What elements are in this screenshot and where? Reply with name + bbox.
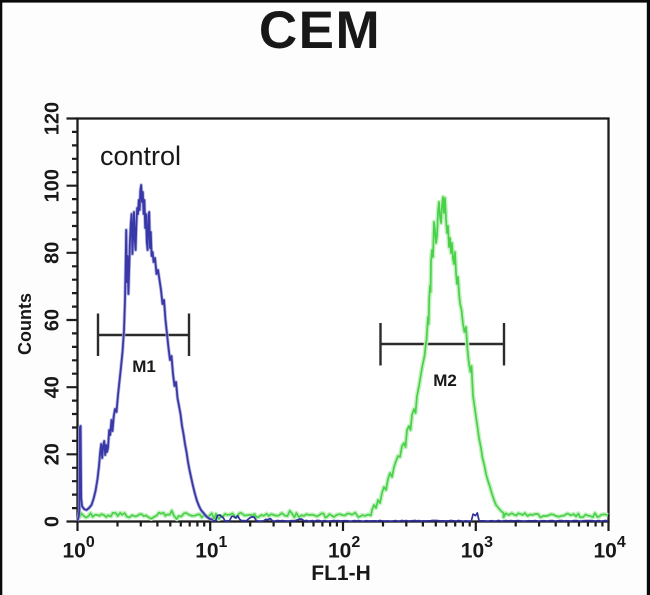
- svg-text:M2: M2: [433, 371, 457, 390]
- svg-text:40: 40: [42, 376, 64, 398]
- svg-text:100: 100: [42, 169, 64, 202]
- svg-text:FL1-H: FL1-H: [311, 562, 371, 585]
- svg-text:20: 20: [42, 443, 64, 465]
- svg-text:control: control: [100, 141, 181, 171]
- svg-text:CEM: CEM: [259, 1, 381, 60]
- svg-text:M1: M1: [132, 357, 156, 376]
- svg-text:80: 80: [42, 242, 64, 264]
- svg-text:0: 0: [42, 516, 64, 527]
- svg-text:120: 120: [42, 102, 64, 135]
- svg-text:60: 60: [42, 309, 64, 331]
- svg-text:Counts: Counts: [15, 293, 35, 355]
